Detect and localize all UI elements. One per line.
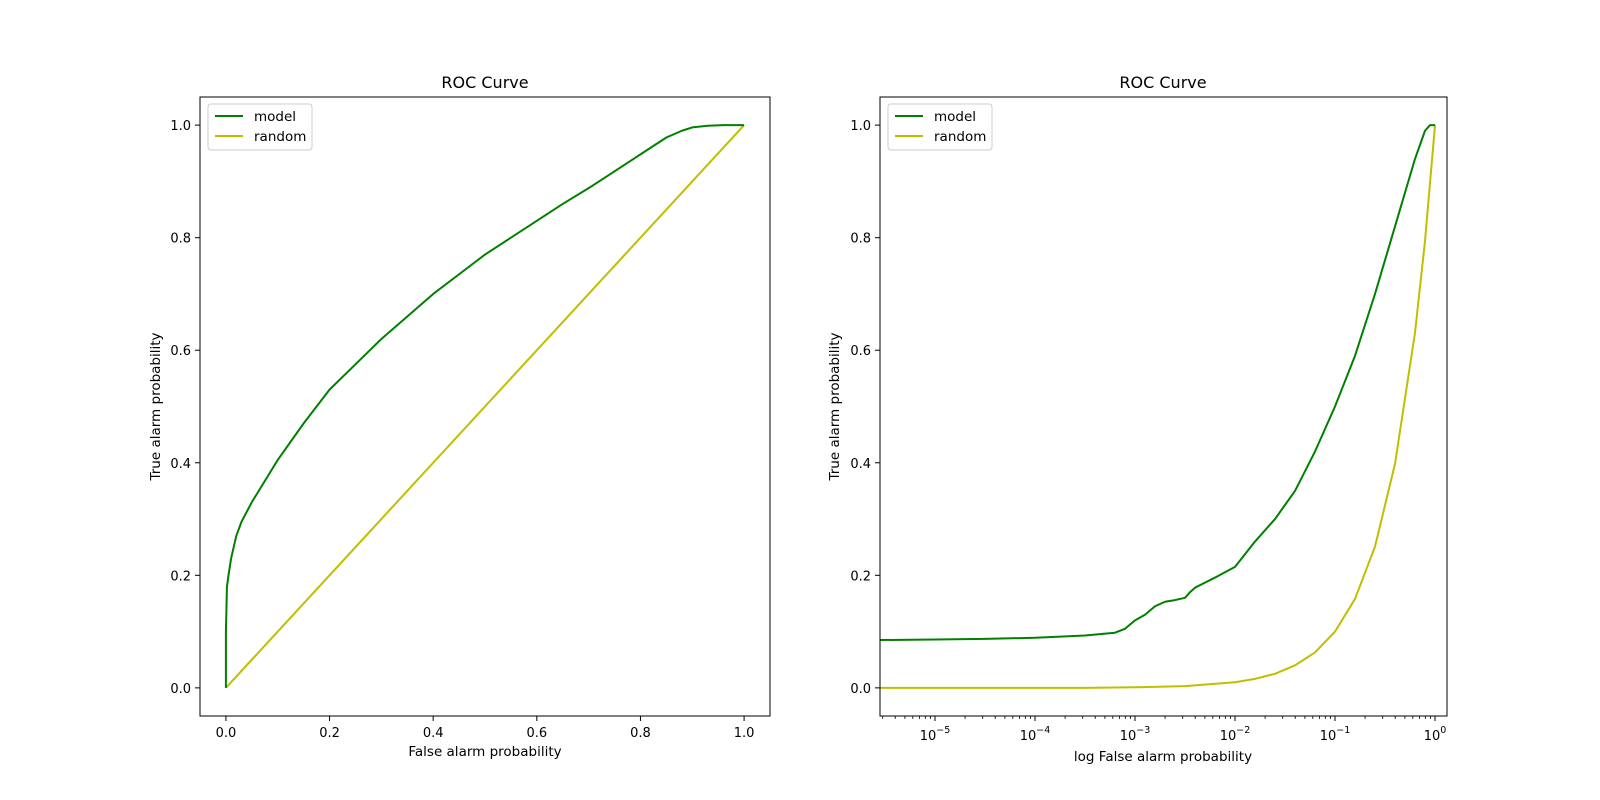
y-tick-label: 0.4	[170, 457, 191, 472]
x-tick-label: 0.8	[630, 726, 651, 741]
y-axis-label: True alarm probability	[148, 332, 164, 481]
x-tick-label: 0.6	[526, 726, 547, 741]
x-tick-label: 0.2	[319, 726, 340, 741]
legend-label-random: random	[254, 129, 306, 145]
legend-label-random: random	[934, 129, 986, 145]
y-tick-label: 0.6	[850, 344, 871, 359]
x-tick-label: 0.0	[216, 726, 237, 741]
y-tick-label: 0.0	[170, 682, 191, 697]
legend: model random	[887, 103, 993, 151]
x-tick-label: 10−1	[1320, 725, 1351, 744]
x-axis-label: log False alarm probability	[1074, 749, 1252, 765]
y-axis-label: True alarm probability	[827, 332, 843, 481]
y-tick-label: 0.0	[850, 682, 871, 697]
x-tick-label: 10−3	[1120, 725, 1151, 744]
x-axis-ticks: 0.0 0.2 0.4 0.6 0.8 1.0	[216, 716, 755, 741]
x-tick-label: 1.0	[734, 726, 755, 741]
plot-area	[224, 124, 745, 689]
x-axis-ticks: 10−5 10−4 10−3 10−2 10−1 100	[920, 716, 1447, 744]
x-axis-label: False alarm probability	[408, 744, 561, 760]
series-line-random	[225, 124, 745, 689]
series-line-random	[880, 125, 1436, 689]
x-tick-label: 10−2	[1220, 725, 1251, 744]
chart-title: ROC Curve	[1119, 73, 1206, 92]
series-line-model	[879, 124, 1435, 642]
y-tick-label: 0.2	[170, 569, 191, 584]
y-tick-label: 1.0	[170, 119, 191, 134]
chart-title: ROC Curve	[441, 73, 528, 92]
y-tick-label: 1.0	[850, 119, 871, 134]
y-tick-label: 0.8	[850, 232, 871, 247]
y-tick-label: 0.6	[170, 344, 191, 359]
y-tick-label: 0.2	[850, 569, 871, 584]
roc-chart-linear: ROC Curve 0.0 0.2 0.4 0.6 0.8 1.0 0.00.20.40.…	[148, 73, 771, 760]
y-axis-ticks: 0.0 0.2 0.4 0.6 0.8 1.0	[170, 119, 200, 697]
x-tick-label: 0.4	[423, 726, 444, 741]
axes-frame	[879, 96, 1448, 717]
legend-label-model: model	[254, 109, 296, 125]
x-tick-label: 10−4	[1020, 725, 1051, 744]
axes-frame	[199, 96, 771, 717]
x-tick-label: 10−5	[920, 725, 951, 744]
series-line-model	[224, 124, 745, 688]
x-tick-label: 100	[1424, 725, 1447, 744]
legend-label-model: model	[934, 109, 976, 125]
roc-chart-log: ROC Curve 10−5 10−4 10−3 10−2 10−1 100 0.0 0.2…	[827, 73, 1448, 765]
plot-area	[879, 124, 1436, 689]
y-axis-ticks: 0.0 0.2 0.4 0.6 0.8 1.0	[850, 119, 880, 697]
y-tick-label: 0.4	[850, 457, 871, 472]
y-tick-label: 0.8	[170, 232, 191, 247]
legend: model random	[207, 103, 313, 151]
